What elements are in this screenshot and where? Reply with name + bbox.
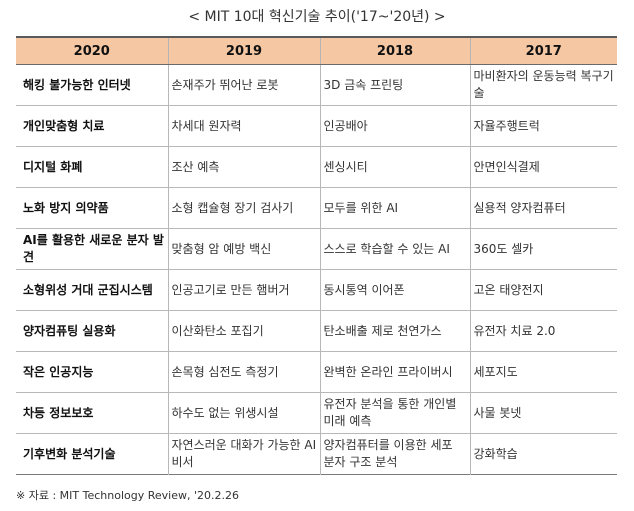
header-row: 2020 2019 2018 2017 xyxy=(16,37,617,65)
cell-2020: 양자컴퓨팅 실용화 xyxy=(16,310,168,352)
cell-2017: 마비환자의 운동능력 복구기술 xyxy=(469,64,617,106)
cell-2019: 소형 캡슐형 장기 검사기 xyxy=(167,187,320,229)
cell-2020: AI를 활용한 새로운 분자 발견 xyxy=(16,228,168,270)
cell-2020: 해킹 불가능한 인터넷 xyxy=(16,64,168,106)
table-row: AI를 활용한 새로운 분자 발견 맞춤형 암 예방 백신 스스로 학습할 수 … xyxy=(16,228,617,270)
cell-2017: 사물 봇넷 xyxy=(469,392,617,434)
cell-2019: 조산 예측 xyxy=(167,146,320,188)
header-2018: 2018 xyxy=(319,37,470,65)
cell-2018: 동시통역 이어폰 xyxy=(319,269,470,311)
cell-2019: 손목형 심전도 측정기 xyxy=(167,351,320,393)
table-row: 양자컴퓨팅 실용화 이산화탄소 포집기 탄소배출 제로 천연가스 유전자 치료 … xyxy=(16,310,617,352)
cell-2018: 3D 금속 프린팅 xyxy=(319,64,470,106)
cell-2020: 기후변화 분석기술 xyxy=(23,446,116,461)
table-row: 소형위성 거대 군집시스템 인공고기로 만든 햄버거 동시통역 이어폰 고온 태… xyxy=(16,269,617,311)
cell-2018: 양자컴퓨터를 이용한 세포 분자 구조 분석 xyxy=(319,433,470,475)
cell-2020: 개인맞춤형 치료 xyxy=(16,105,168,147)
cell-2018: 유전자 분석을 통한 개인별 미래 예측 xyxy=(319,392,470,434)
innovation-table: 2020 2019 2018 2017 해킹 불가능한 인터넷 손재주가 뛰어난… xyxy=(16,36,617,475)
table-row: 개인맞춤형 치료 차세대 원자력 인공배아 자율주행트럭 xyxy=(16,105,617,147)
header-2019: 2019 xyxy=(167,37,320,65)
cell-2017: 강화학습 xyxy=(469,433,617,475)
cell-2019: 자연스러운 대화가 가능한 AI비서 xyxy=(167,433,320,475)
table-row: 차등 정보보호 하수도 없는 위생시설 유전자 분석을 통한 개인별 미래 예측… xyxy=(16,392,617,434)
cell-2018: 탄소배출 제로 천연가스 xyxy=(319,310,470,352)
cell-2019: 하수도 없는 위생시설 xyxy=(167,392,320,434)
cell-2018: 스스로 학습할 수 있는 AI xyxy=(319,228,470,270)
cell-2017: 자율주행트럭 xyxy=(469,105,617,147)
cell-2019: 손재주가 뛰어난 로봇 xyxy=(167,64,320,106)
table-row: 기후변화 분석기술 자연스러운 대화가 가능한 AI비서 양자컴퓨터를 이용한 … xyxy=(16,433,617,475)
cell-2020: 작은 인공지능 xyxy=(16,351,168,393)
table-row: 작은 인공지능 손목형 심전도 측정기 완벽한 온라인 프라이버시 세포지도 xyxy=(16,351,617,393)
source-note: ※ 자료 : MIT Technology Review, '20.2.26 xyxy=(16,489,239,502)
table-row: 노화 방지 의약품 소형 캡슐형 장기 검사기 모두를 위한 AI 실용적 양자… xyxy=(16,187,617,229)
header-2017: 2017 xyxy=(469,37,617,65)
cell-2018: 모두를 위한 AI xyxy=(319,187,470,229)
cell-2019: 차세대 원자력 xyxy=(167,105,320,147)
cell-2019: 이산화탄소 포집기 xyxy=(167,310,320,352)
cell-2017: 고온 태양전지 xyxy=(469,269,617,311)
header-2020: 2020 xyxy=(16,37,168,65)
cell-2018: 센싱시티 xyxy=(319,146,470,188)
table-row: 디지털 화폐 조산 예측 센싱시티 안면인식결제 xyxy=(16,146,617,188)
cell-2020: 차등 정보보호 xyxy=(16,392,168,434)
cell-2018: 완벽한 온라인 프라이버시 xyxy=(319,351,470,393)
cell-2017: 360도 셀카 xyxy=(469,228,617,270)
cell-2020: 소형위성 거대 군집시스템 xyxy=(16,269,168,311)
cell-2020: 노화 방지 의약품 xyxy=(16,187,168,229)
cell-2017: 안면인식결제 xyxy=(469,146,617,188)
cell-2019: 인공고기로 만든 햄버거 xyxy=(167,269,320,311)
table-title: < MIT 10대 혁신기술 추이('17~'20년) > xyxy=(188,9,446,25)
cell-2018: 인공배아 xyxy=(319,105,470,147)
cell-2017: 실용적 양자컴퓨터 xyxy=(469,187,617,229)
cell-2020: 디지털 화폐 xyxy=(16,146,168,188)
cell-2019: 맞춤형 암 예방 백신 xyxy=(167,228,320,270)
cell-2017: 세포지도 xyxy=(469,351,617,393)
table-row: 해킹 불가능한 인터넷 손재주가 뛰어난 로봇 3D 금속 프린팅 마비환자의 … xyxy=(16,64,617,106)
cell-2017: 유전자 치료 2.0 xyxy=(469,310,617,352)
